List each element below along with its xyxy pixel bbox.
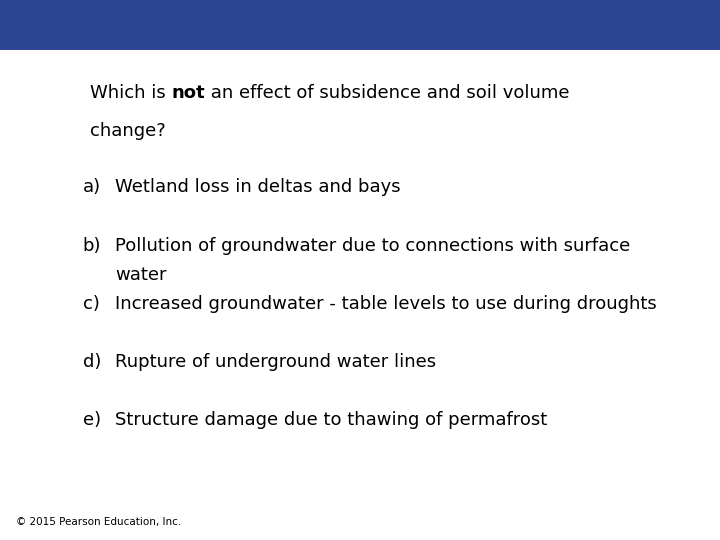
Text: Which is: Which is: [90, 84, 171, 102]
Text: water: water: [115, 266, 167, 284]
Text: b): b): [83, 237, 102, 254]
Text: Pollution of groundwater due to connections with surface: Pollution of groundwater due to connecti…: [115, 237, 631, 254]
Bar: [0, 0, 720, 50]
Text: d): d): [83, 353, 102, 371]
Text: Increased groundwater - table levels to use during droughts: Increased groundwater - table levels to …: [115, 295, 657, 313]
Text: © 2015 Pearson Education, Inc.: © 2015 Pearson Education, Inc.: [16, 516, 181, 526]
Text: Wetland loss in deltas and bays: Wetland loss in deltas and bays: [115, 178, 401, 196]
Text: not: not: [171, 84, 205, 102]
Text: Structure damage due to thawing of permafrost: Structure damage due to thawing of perma…: [115, 411, 547, 429]
Text: a): a): [83, 178, 101, 196]
Text: c): c): [83, 295, 99, 313]
Text: change?: change?: [90, 122, 166, 139]
Text: an effect of subsidence and soil volume: an effect of subsidence and soil volume: [205, 84, 570, 102]
Text: Rupture of underground water lines: Rupture of underground water lines: [115, 353, 436, 371]
Text: e): e): [83, 411, 101, 429]
